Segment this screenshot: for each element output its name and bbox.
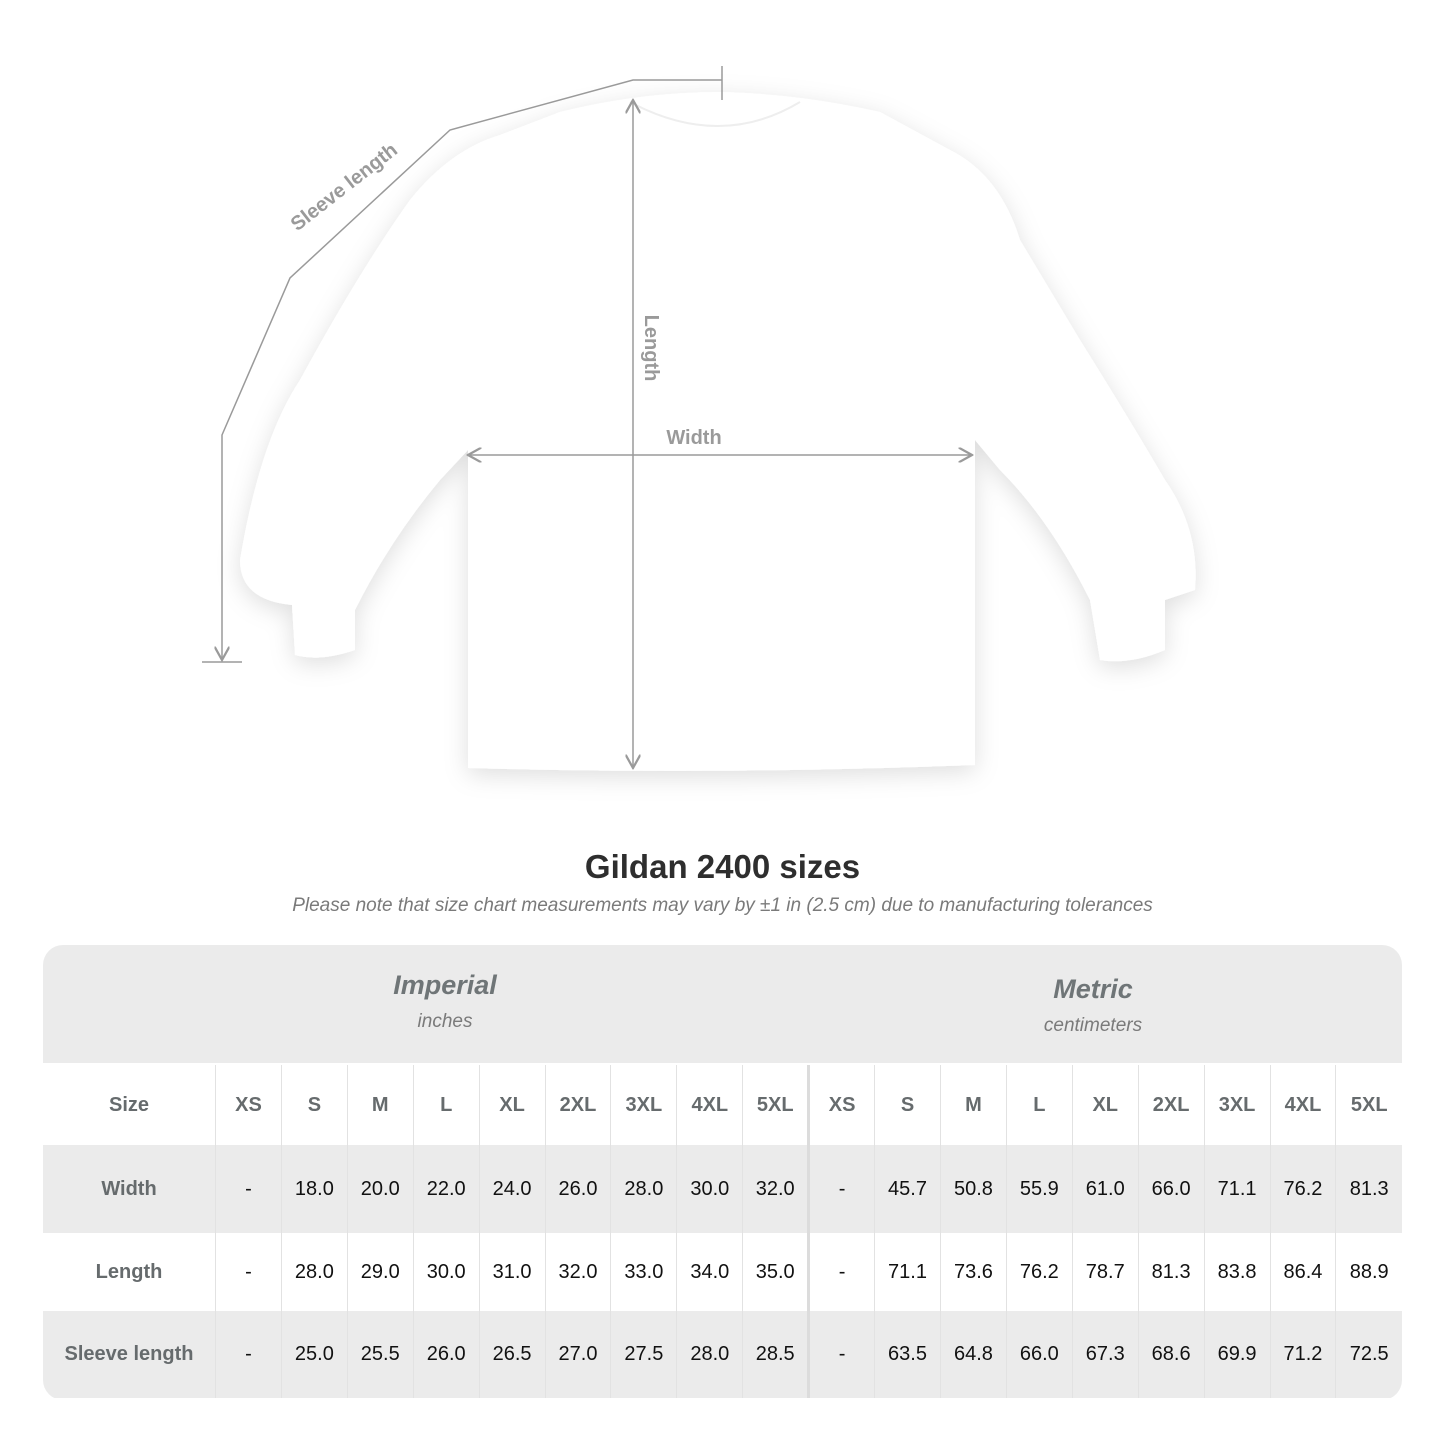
metric-value-cell: 81.3: [1335, 1145, 1402, 1233]
table-row: Width -18.0 20.0 22.0 24.0 26.0 28.0 30.0 32.0-4…: [43, 1145, 1402, 1233]
imperial-value-cell: 26.0: [544, 1145, 611, 1233]
imperial-value-cell: 25.5: [346, 1311, 414, 1398]
metric-value-cell: 72.5: [1335, 1311, 1402, 1398]
page-title: Gildan 2400 sizes: [584, 848, 861, 885]
imperial-value-cell: -: [215, 1145, 282, 1233]
row-label: Sleeve length: [43, 1311, 216, 1398]
imperial-value-cell: 27.0: [544, 1311, 611, 1398]
imperial-size-xl: XL: [478, 1065, 546, 1145]
metric-value-cell: 68.6: [1137, 1311, 1205, 1398]
imperial-size-s: S: [280, 1065, 348, 1145]
imperial-value-cell: 35.0: [742, 1233, 809, 1311]
metric-size-4xl: 4XL: [1269, 1065, 1336, 1145]
metric-size-xl: XL: [1071, 1065, 1139, 1145]
metric-size-2xl: 2XL: [1137, 1065, 1205, 1145]
metric-size-xs: XS: [807, 1065, 875, 1145]
metric-value-cell: 81.3: [1137, 1233, 1205, 1311]
metric-value-cell: 67.3: [1071, 1311, 1139, 1398]
imperial-value-cell: 25.0: [280, 1311, 348, 1398]
imperial-value-cell: 30.0: [676, 1145, 743, 1233]
imperial-value-cell: 18.0: [280, 1145, 348, 1233]
width-label: Width: [666, 427, 721, 449]
metric-value-cell: 66.0: [1005, 1311, 1073, 1398]
imperial-header: Imperial inches: [215, 970, 675, 1033]
metric-header: Metric centimeters: [863, 974, 1323, 1037]
metric-value-cell: 86.4: [1269, 1233, 1336, 1311]
metric-size-s: S: [874, 1065, 941, 1145]
table-header-band: [43, 945, 1402, 1063]
imperial-value-cell: 33.0: [610, 1233, 677, 1311]
imperial-value-cell: -: [215, 1233, 282, 1311]
imperial-value-cell: 30.0: [412, 1233, 480, 1311]
imperial-value-cell: 20.0: [346, 1145, 414, 1233]
tolerance-note: Please note that size chart measurements…: [292, 895, 1153, 916]
imperial-value-cell: 26.5: [478, 1311, 546, 1398]
metric-value-cell: 76.2: [1269, 1145, 1336, 1233]
long-sleeve-shirt: [240, 92, 1196, 771]
metric-value-cell: -: [807, 1233, 875, 1311]
imperial-value-cell: 28.5: [742, 1311, 809, 1398]
imperial-value-cell: 28.0: [610, 1145, 677, 1233]
metric-value-cell: 50.8: [939, 1145, 1007, 1233]
imperial-value-cell: 22.0: [412, 1145, 480, 1233]
table-row: Sleeve length -25.0 25.5 26.0 26.5 27.0 27.5 28…: [43, 1311, 1402, 1398]
metric-value-cell: -: [807, 1145, 875, 1233]
size-grid: Size XS S M L XL 2XL 3XL 4XL 5XL XS S M L XL 2XL 3XL 4XL 5…: [43, 1065, 1402, 1398]
metric-size-m: M: [939, 1065, 1007, 1145]
metric-value-cell: 78.7: [1071, 1233, 1139, 1311]
metric-value-cell: 71.1: [1203, 1145, 1270, 1233]
metric-value-cell: -: [807, 1311, 875, 1398]
imperial-value-cell: 31.0: [478, 1233, 546, 1311]
imperial-value-cell: 28.0: [280, 1233, 348, 1311]
metric-value-cell: 66.0: [1137, 1145, 1205, 1233]
table-row: Length -28.0 29.0 30.0 31.0 32.0 33.0 34.0 35.0-…: [43, 1233, 1402, 1311]
metric-value-cell: 71.2: [1269, 1311, 1336, 1398]
metric-title: Metric: [1053, 974, 1133, 1004]
metric-value-cell: 69.9: [1203, 1311, 1270, 1398]
size-header-row: Size XS S M L XL 2XL 3XL 4XL 5XL XS S M L XL 2XL 3XL 4XL 5…: [43, 1065, 1402, 1145]
row-label: Length: [43, 1233, 216, 1311]
metric-size-l: L: [1005, 1065, 1073, 1145]
size-table: Imperial inches Metric centimeters Size X…: [43, 945, 1402, 1400]
imperial-size-2xl: 2XL: [544, 1065, 611, 1145]
row-label: Width: [43, 1145, 216, 1233]
imperial-value-cell: 28.0: [676, 1311, 743, 1398]
metric-value-cell: 83.8: [1203, 1233, 1270, 1311]
metric-value-cell: 76.2: [1005, 1233, 1073, 1311]
imperial-value-cell: -: [215, 1311, 282, 1398]
metric-value-cell: 64.8: [939, 1311, 1007, 1398]
metric-value-cell: 71.1: [874, 1233, 941, 1311]
metric-value-cell: 88.9: [1335, 1233, 1402, 1311]
imperial-size-3xl: 3XL: [610, 1065, 677, 1145]
imperial-size-5xl: 5XL: [742, 1065, 809, 1145]
imperial-size-4xl: 4XL: [676, 1065, 743, 1145]
imperial-value-cell: 34.0: [676, 1233, 743, 1311]
metric-value-cell: 55.9: [1005, 1145, 1073, 1233]
imperial-value-cell: 24.0: [478, 1145, 546, 1233]
imperial-value-cell: 27.5: [610, 1311, 677, 1398]
imperial-size-m: M: [346, 1065, 414, 1145]
imperial-value-cell: 29.0: [346, 1233, 414, 1311]
shirt-diagram: Sleeve length Length Width: [202, 66, 1196, 771]
metric-value-cell: 61.0: [1071, 1145, 1139, 1233]
imperial-size-xs: XS: [215, 1065, 282, 1145]
imperial-title: Imperial: [393, 970, 497, 1000]
imperial-size-l: L: [412, 1065, 480, 1145]
metric-value-cell: 73.6: [939, 1233, 1007, 1311]
metric-unit: centimeters: [1043, 1015, 1143, 1036]
length-label: Length: [640, 315, 662, 382]
metric-value-cell: 63.5: [874, 1311, 941, 1398]
sleeve-length-label: Sleeve length: [287, 139, 402, 236]
metric-value-cell: 45.7: [874, 1145, 941, 1233]
imperial-value-cell: 26.0: [412, 1311, 480, 1398]
size-label: Size: [108, 1093, 150, 1116]
metric-size-3xl: 3XL: [1203, 1065, 1270, 1145]
imperial-value-cell: 32.0: [544, 1233, 611, 1311]
metric-size-5xl: 5XL: [1335, 1065, 1402, 1145]
imperial-unit: inches: [417, 1011, 473, 1032]
imperial-value-cell: 32.0: [742, 1145, 809, 1233]
sleeve-length-line: [222, 79, 722, 660]
